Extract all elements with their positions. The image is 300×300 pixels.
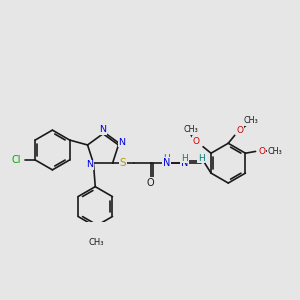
Text: N: N (181, 158, 188, 168)
Text: O: O (192, 137, 199, 146)
Text: O: O (236, 126, 243, 135)
Text: H: H (164, 154, 170, 163)
Text: CH₃: CH₃ (184, 125, 199, 134)
Text: N: N (163, 158, 170, 168)
Text: CH₃: CH₃ (268, 147, 283, 156)
Text: CH₃: CH₃ (88, 238, 104, 247)
Text: N: N (86, 160, 93, 169)
Text: N: N (100, 125, 106, 134)
Text: Cl: Cl (12, 155, 21, 165)
Text: O: O (259, 147, 266, 156)
Text: S: S (119, 158, 126, 168)
Text: H: H (182, 154, 188, 163)
Text: CH₃: CH₃ (243, 116, 258, 125)
Text: N: N (118, 138, 126, 147)
Text: H: H (198, 154, 205, 163)
Text: O: O (147, 178, 154, 188)
